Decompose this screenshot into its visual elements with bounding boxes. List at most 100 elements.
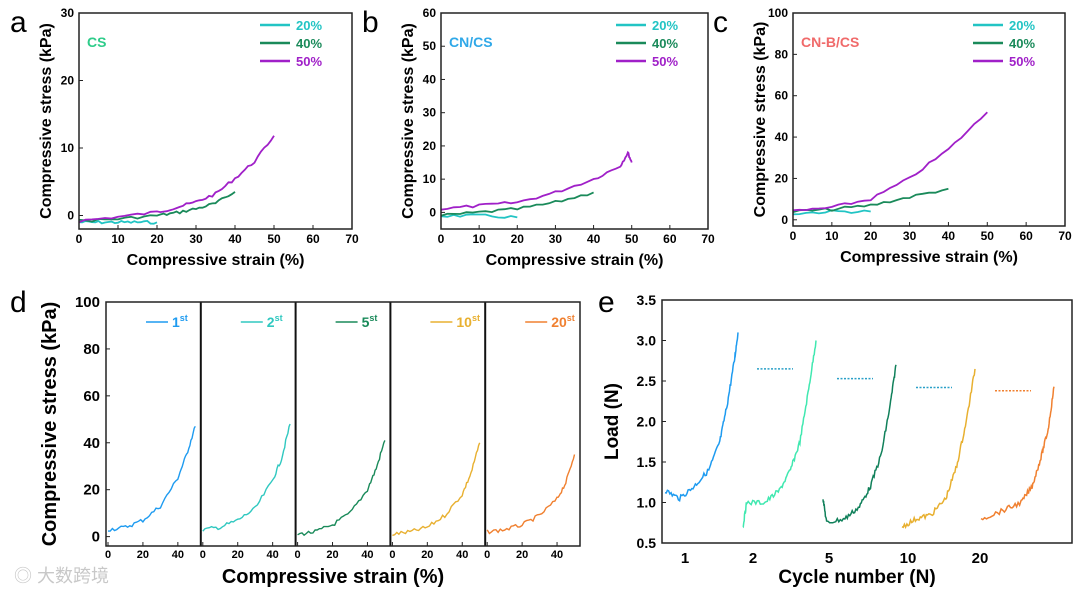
- legend-label: 5st: [362, 313, 378, 330]
- plot-frame: [440, 12, 709, 230]
- y-tick-label: 10: [61, 141, 75, 155]
- x-tick-label: 50: [981, 229, 995, 243]
- legend-superscript: st: [567, 313, 575, 323]
- x-axis-label: Compressive strain (%): [127, 252, 305, 269]
- x-tick-label: 20: [137, 549, 149, 561]
- y-tick-label: 0: [781, 213, 788, 227]
- x-tick-label: 10: [472, 232, 486, 246]
- x-tick-label: 40: [172, 549, 184, 561]
- legend-label: 50%: [1009, 54, 1035, 69]
- y-axis-label: Load (N): [602, 383, 623, 460]
- x-tick-label: 40: [456, 549, 468, 561]
- y-tick-label: 100: [768, 6, 788, 20]
- y-tick-label: 0.5: [637, 535, 657, 551]
- y-tick-label: 60: [83, 388, 100, 405]
- plot-frame: [78, 12, 353, 230]
- x-category-label: 5: [825, 550, 833, 567]
- series-line-cycle-10: [901, 368, 976, 530]
- legend-label: 20st: [551, 313, 575, 330]
- series-line-20%: [440, 213, 518, 219]
- legend-label: 50%: [296, 54, 322, 69]
- y-tick-label: 1.0: [637, 495, 657, 511]
- y-tick-label: 2.5: [637, 373, 657, 389]
- x-axis-label: Compressive strain (%): [840, 249, 1018, 266]
- y-tick-label: 80: [775, 47, 789, 61]
- x-tick-label: 10: [111, 232, 125, 246]
- panel-c: 0 10 20 30 40 50 60 70 0 20 40 60 80 100 Compressive s…: [768, 6, 1072, 266]
- x-category-label: 2: [749, 550, 757, 567]
- panel-label-d: d: [10, 286, 27, 319]
- x-tick-label: 20: [421, 549, 433, 561]
- legend-number: 5: [362, 314, 370, 330]
- legend-number: 2: [267, 314, 275, 330]
- series-line-cycle-2: [742, 340, 817, 529]
- legend-label: 40%: [296, 36, 322, 51]
- legend-label: 1st: [172, 313, 188, 330]
- x-tick-label: 20: [511, 232, 525, 246]
- x-tick-label: 0: [790, 229, 797, 243]
- legend-number: 20: [551, 314, 567, 330]
- x-tick-label: 60: [663, 232, 677, 246]
- series-line-50%: [78, 135, 275, 224]
- y-tick-label: 0: [92, 529, 100, 546]
- y-tick-label: 0: [429, 205, 436, 219]
- legend-label: 20%: [296, 18, 322, 33]
- legend-superscript: st: [180, 313, 188, 323]
- legend-label: 40%: [1009, 36, 1035, 51]
- series-line-50%: [792, 111, 988, 212]
- series-line-40%: [440, 191, 594, 217]
- x-tick-label: 60: [1019, 229, 1033, 243]
- y-tick-label: 50: [423, 39, 437, 53]
- x-tick-label: 40: [551, 549, 563, 561]
- y-tick-label: 20: [61, 74, 75, 88]
- legend-superscript: st: [275, 313, 283, 323]
- plot-frame: [105, 301, 581, 547]
- x-tick-label: 70: [701, 232, 715, 246]
- legend-number: 1: [172, 314, 180, 330]
- panel-b: 0 10 20 30 40 50 60 70 0 10 20 30 40 50 60 Compressive …: [423, 6, 715, 269]
- x-axis-label: Compressive strain (%): [222, 566, 444, 588]
- x-tick-label: 0: [484, 549, 490, 561]
- y-tick-label: 10: [423, 172, 437, 186]
- x-tick-label: 0: [295, 549, 301, 561]
- x-category-label: 1: [681, 550, 689, 567]
- x-tick-label: 40: [942, 229, 956, 243]
- y-tick-label: 1.5: [637, 454, 657, 470]
- x-tick-label: 0: [105, 549, 111, 561]
- x-tick-label: 20: [232, 549, 244, 561]
- x-tick-label: 30: [903, 229, 917, 243]
- y-axis-label: Compressive stress (kPa): [38, 23, 55, 219]
- x-tick-label: 0: [200, 549, 206, 561]
- x-tick-label: 30: [189, 232, 203, 246]
- sample-label: CN/CS: [449, 34, 493, 50]
- x-tick-label: 70: [345, 232, 359, 246]
- y-axis-label: Compressive stress (kPa): [400, 23, 417, 219]
- legend-superscript: st: [369, 313, 377, 323]
- series-line-50%: [440, 150, 633, 211]
- y-tick-label: 40: [83, 435, 100, 452]
- x-tick-label: 20: [516, 549, 528, 561]
- series-line-cycle-20: [980, 386, 1055, 521]
- x-tick-label: 10: [825, 229, 839, 243]
- legend-number: 10: [456, 314, 472, 330]
- plot-frame: [661, 299, 1073, 544]
- y-tick-label: 20: [775, 171, 789, 185]
- y-tick-label: 30: [423, 106, 437, 120]
- y-tick-label: 0: [67, 209, 74, 223]
- legend-label: 2st: [267, 313, 283, 330]
- x-tick-label: 40: [228, 232, 242, 246]
- legend-label: 50%: [652, 54, 678, 69]
- y-tick-label: 20: [423, 139, 437, 153]
- legend-label: 20%: [652, 18, 678, 33]
- panel-label-b: b: [362, 6, 379, 39]
- x-tick-label: 0: [438, 232, 445, 246]
- y-tick-label: 20: [83, 482, 100, 499]
- panel-label-a: a: [10, 6, 27, 39]
- series-line-cycle-5: [297, 440, 386, 537]
- series-line-cycle-2: [202, 423, 291, 532]
- series-line-cycle-20: [486, 454, 576, 535]
- x-tick-label: 20: [326, 549, 338, 561]
- series-line-40%: [78, 191, 236, 223]
